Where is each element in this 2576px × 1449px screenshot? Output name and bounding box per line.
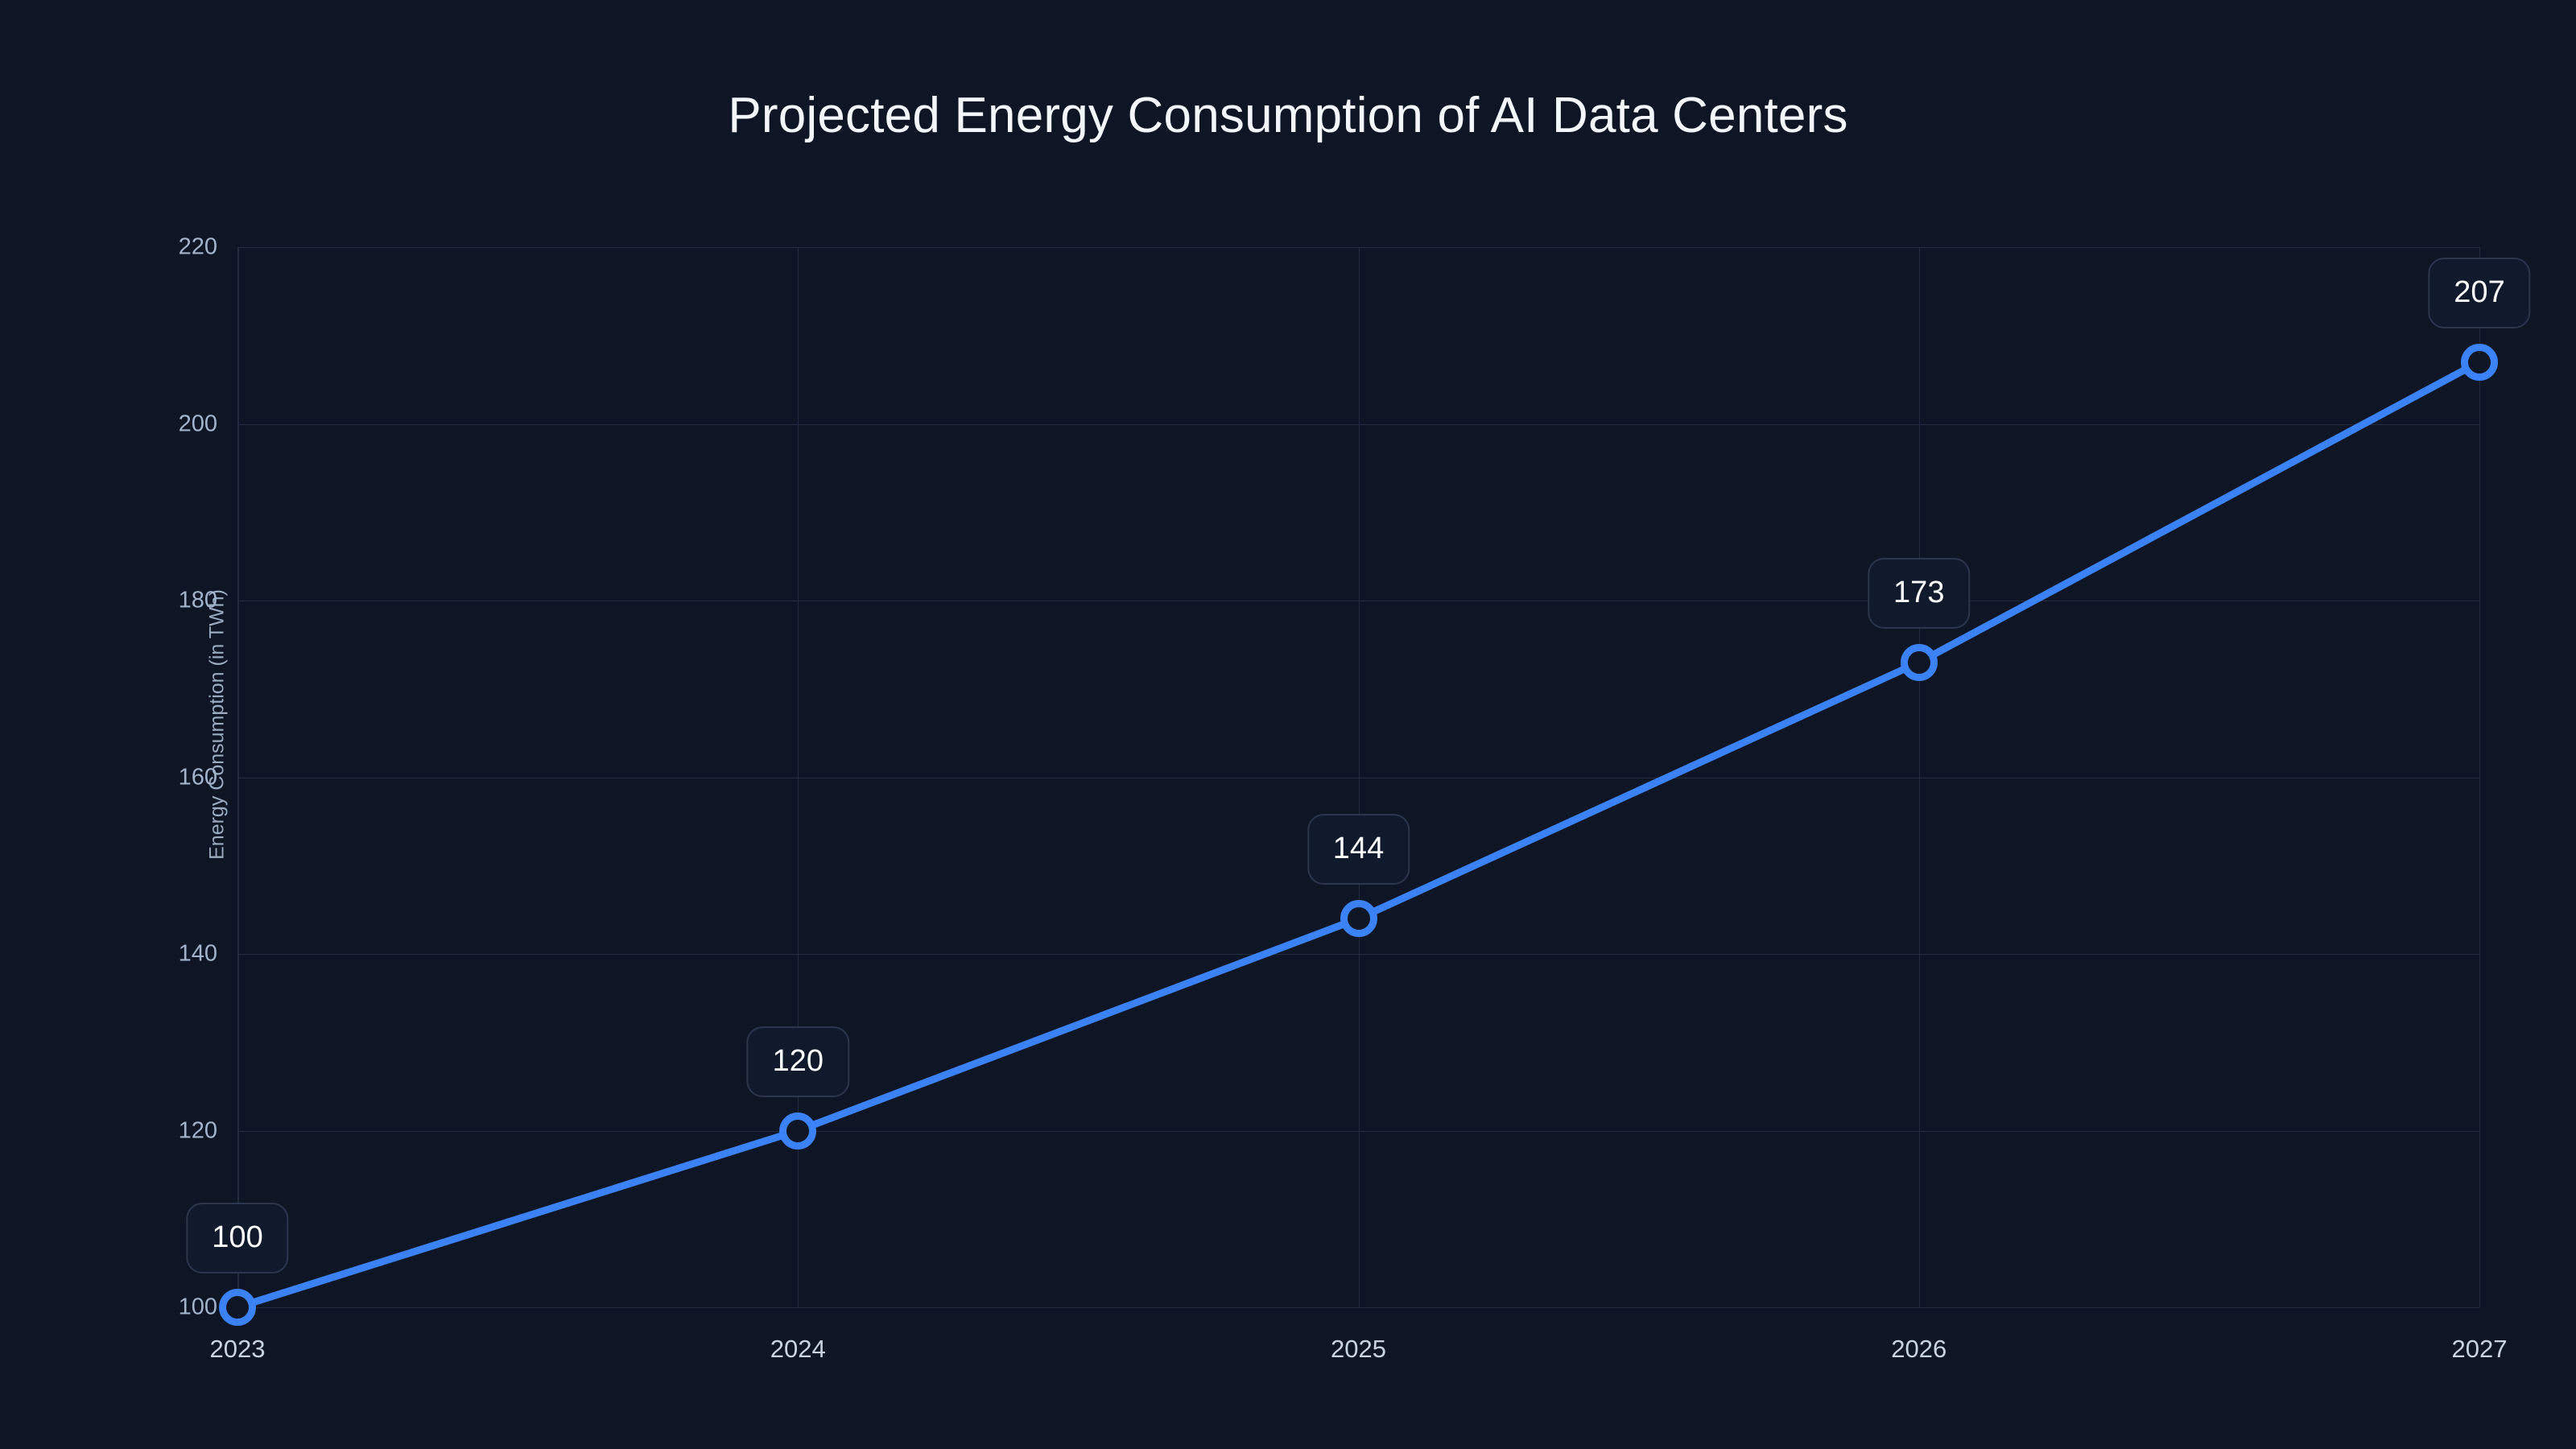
y-axis-tick-label: 200 <box>178 411 217 436</box>
data-point-label: 144 <box>1307 814 1410 886</box>
y-axis-tick-label: 120 <box>178 1117 217 1143</box>
plot-area <box>219 247 2498 1326</box>
gridline-vertical <box>798 247 799 1307</box>
y-axis-tick-label: 140 <box>178 940 217 967</box>
data-point-marker[interactable] <box>1340 900 1377 938</box>
y-axis-tick-label: 160 <box>178 764 217 790</box>
x-axis-tick-label: 2027 <box>2451 1335 2508 1363</box>
data-point-marker[interactable] <box>1900 643 1938 681</box>
x-axis-tick-label: 2024 <box>770 1335 826 1363</box>
data-point-label: 120 <box>746 1026 849 1097</box>
gridline-vertical <box>1918 247 1920 1307</box>
y-axis-tick-label: 220 <box>178 233 217 260</box>
gridline-horizontal <box>237 1307 2479 1308</box>
series-markers <box>219 247 2498 1326</box>
gridline-vertical <box>1358 247 1360 1307</box>
gridline-vertical <box>237 247 238 1307</box>
gridline-vertical <box>2479 247 2480 1307</box>
gridlines <box>237 247 2480 1308</box>
y-axis-tick-label: 180 <box>178 587 217 613</box>
data-point-marker[interactable] <box>779 1112 817 1150</box>
data-point-marker[interactable] <box>2461 343 2498 381</box>
x-axis-tick-label: 2025 <box>1331 1335 1386 1363</box>
data-point-label: 100 <box>186 1203 289 1274</box>
x-axis-tick-label: 2023 <box>209 1335 266 1363</box>
data-point-label: 207 <box>2428 257 2531 328</box>
chart-title: Projected Energy Consumption of AI Data … <box>728 88 1848 143</box>
y-axis-tick-label: 100 <box>178 1294 217 1320</box>
y-axis-title: Energy Consumption (in TWh) <box>205 589 229 860</box>
x-axis-tick-label: 2026 <box>1891 1335 1947 1363</box>
data-point-marker[interactable] <box>219 1289 256 1326</box>
data-point-label: 173 <box>1868 557 1971 629</box>
